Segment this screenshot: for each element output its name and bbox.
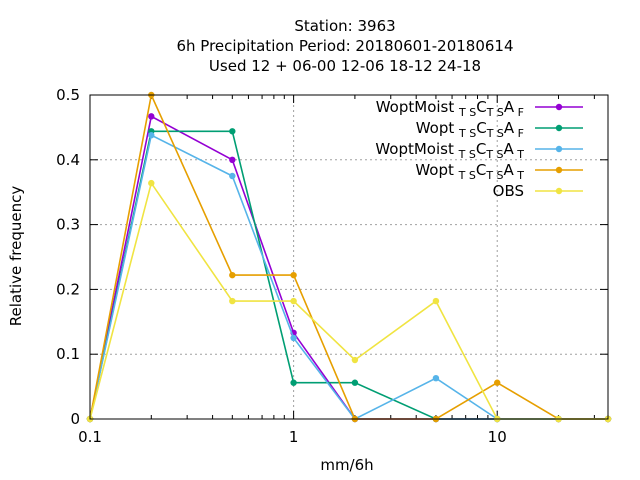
data-point	[148, 113, 155, 120]
legend-item: WoptMoist T SCT SA F	[376, 98, 583, 119]
chart-title: Station: 3963 6h Precipitation Period: 2…	[176, 17, 513, 75]
y-tick-label: 0.1	[56, 345, 80, 363]
legend-swatch-marker	[555, 187, 563, 195]
data-point	[148, 179, 155, 187]
data-point	[351, 379, 359, 386]
legend-label: WoptMoist T SCT SA T	[375, 140, 524, 161]
legend-label: Wopt T SCT SA F	[416, 119, 524, 140]
data-point	[351, 356, 359, 364]
legend-item: WoptMoist T SCT SA T	[375, 140, 583, 161]
data-point	[229, 271, 236, 279]
x-axis-label: mm/6h	[320, 456, 373, 474]
y-tick-label: 0.5	[56, 86, 80, 104]
data-point	[229, 297, 236, 305]
series-line	[89, 134, 608, 421]
series-2	[86, 128, 612, 423]
legend-label: OBS	[493, 182, 524, 200]
x-tick-label: 0.1	[78, 428, 102, 446]
y-tick-label: 0.2	[56, 280, 80, 298]
data-point	[229, 156, 236, 163]
series-3	[86, 131, 612, 423]
axis-ticks: 00.10.20.30.40.50.1 1 10	[56, 86, 608, 446]
title-line-3: Used 12 + 06-00 12-06 18-12 24-18	[209, 57, 481, 75]
data-point	[290, 334, 297, 342]
title-line-1: Station: 3963	[294, 17, 395, 35]
series-4	[86, 91, 612, 423]
legend-swatch-marker	[555, 124, 563, 132]
series-line	[89, 130, 608, 420]
y-tick-label: 0.4	[56, 151, 80, 169]
y-tick-label: 0.3	[56, 216, 80, 234]
x-tick-label: 10	[488, 428, 507, 446]
series-line	[89, 115, 608, 420]
legend-label: WoptMoist T SCT SA F	[376, 98, 524, 119]
legend-label: Wopt T SCT SA T	[415, 161, 524, 182]
data-point	[494, 379, 501, 386]
series-5	[86, 179, 612, 423]
data-point	[432, 374, 440, 382]
data-point	[432, 297, 440, 305]
title-line-2: 6h Precipitation Period: 20180601-201806…	[176, 37, 513, 55]
legend-swatch-marker	[555, 145, 563, 153]
series-line	[89, 181, 608, 420]
legend-swatch-marker	[555, 103, 563, 111]
data-point	[229, 128, 236, 135]
data-point	[148, 131, 155, 139]
legend-item: OBS	[493, 182, 583, 200]
legend-item: Wopt T SCT SA T	[415, 161, 583, 182]
plot-frame	[89, 94, 609, 420]
y-axis-label: Relative frequency	[7, 186, 25, 327]
data-point	[290, 379, 297, 386]
legend-item: Wopt T SCT SA F	[416, 119, 583, 140]
legend-swatch-marker	[555, 166, 563, 174]
data-point	[229, 172, 236, 180]
data-point	[290, 297, 297, 305]
data-point	[290, 271, 297, 279]
series	[86, 91, 612, 423]
x-tick-label: 1	[289, 428, 299, 446]
y-tick-label: 0	[70, 410, 80, 428]
grid	[90, 95, 608, 419]
